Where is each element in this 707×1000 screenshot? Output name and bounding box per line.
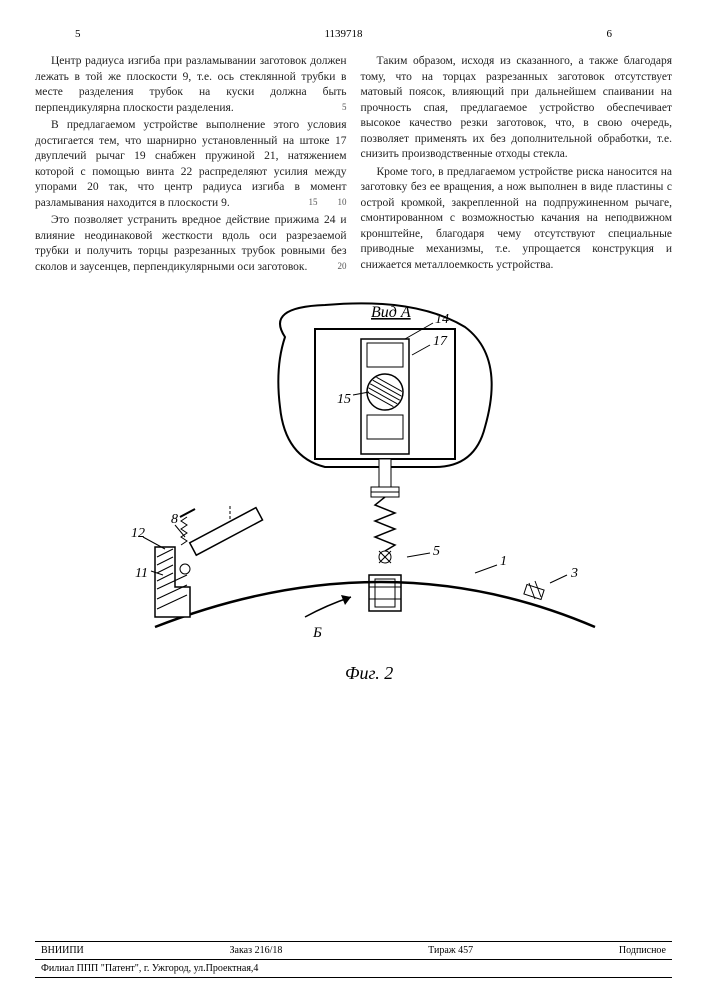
- spring: [375, 497, 395, 551]
- footer-tirazh: Тираж 457: [428, 945, 473, 956]
- label-14: 14: [435, 312, 449, 327]
- right-column: Таким образом, исходя из сказанного, а т…: [361, 54, 673, 277]
- view-label: Вид А: [371, 304, 411, 321]
- text-columns: Центр радиуса изгиба при разламывании за…: [35, 54, 672, 277]
- footer-line-1: ВНИИПИ Заказ 216/18 Тираж 457 Подписное: [35, 941, 672, 960]
- label-17: 17: [433, 334, 448, 349]
- leader-5: [407, 553, 430, 557]
- fastener-right: [524, 581, 544, 600]
- label-12: 12: [131, 526, 145, 541]
- page: 5 1139718 6 Центр радиуса изгиба при раз…: [0, 0, 707, 1000]
- label-15: 15: [337, 392, 351, 407]
- label-1: 1: [500, 554, 507, 569]
- footer-line-2: Филиал ППП "Патент", г. Ужгород, ул.Прое…: [35, 960, 672, 978]
- footer-org: ВНИИПИ: [41, 945, 84, 956]
- label-b: Б: [312, 625, 322, 641]
- leader-17: [412, 345, 430, 355]
- roller-top: [367, 343, 403, 367]
- label-11: 11: [135, 566, 148, 581]
- figure: Вид А 14 17 15 5 1 3 12 8 11 Б Фиг. 2: [35, 287, 672, 707]
- para: В предлагаемом устройстве выполнение это…: [35, 118, 347, 211]
- para: Кроме того, в предлагаемом устройстве ри…: [361, 165, 673, 274]
- para: Центр радиуса изгиба при разламывании за…: [35, 54, 347, 116]
- patent-number: 1139718: [324, 28, 362, 40]
- figure-caption: Фиг. 2: [345, 663, 393, 683]
- leader-3: [550, 575, 567, 583]
- figure-svg: Вид А 14 17 15 5 1 3 12 8 11 Б Фиг. 2: [35, 287, 672, 707]
- para: Таким образом, исходя из сказанного, а т…: [361, 54, 673, 163]
- lower-block: [369, 575, 401, 611]
- leader-14: [405, 323, 433, 339]
- label-3: 3: [570, 566, 578, 581]
- footer-sign: Подписное: [619, 945, 666, 956]
- para: Это позволяет устранить вредное действие…: [35, 213, 347, 275]
- leader-12: [143, 537, 165, 549]
- roller-bottom: [367, 415, 403, 439]
- page-number-left: 5: [75, 28, 81, 40]
- leader-1: [475, 565, 497, 573]
- footer: ВНИИПИ Заказ 216/18 Тираж 457 Подписное …: [35, 941, 672, 978]
- label-5: 5: [433, 544, 440, 559]
- rod: [379, 459, 391, 489]
- header: 5 1139718 6: [35, 28, 672, 40]
- footer-branch: Филиал ППП "Патент", г. Ужгород, ул.Прое…: [41, 963, 258, 974]
- left-column: Центр радиуса изгиба при разламывании за…: [35, 54, 347, 277]
- page-number-right: 6: [607, 28, 613, 40]
- label-8: 8: [171, 512, 178, 527]
- footer-order: Заказ 216/18: [230, 945, 283, 956]
